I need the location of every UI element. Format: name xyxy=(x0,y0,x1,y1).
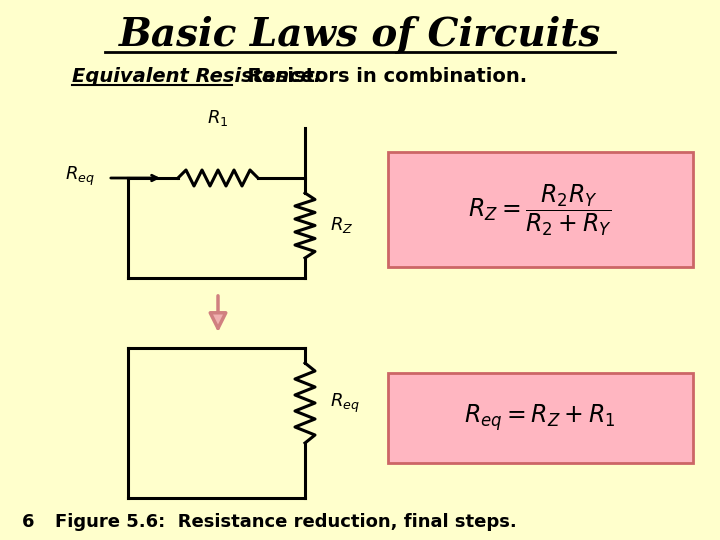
FancyBboxPatch shape xyxy=(388,373,693,463)
Text: $R_{eq}$: $R_{eq}$ xyxy=(66,164,95,187)
Text: Figure 5.6:  Resistance reduction, final steps.: Figure 5.6: Resistance reduction, final … xyxy=(55,513,517,531)
Text: $R_Z$: $R_Z$ xyxy=(330,215,354,235)
Text: $R_{eq} = R_Z + R_1$: $R_{eq} = R_Z + R_1$ xyxy=(464,403,616,433)
Text: $R_{eq}$: $R_{eq}$ xyxy=(330,392,360,415)
Text: Equivalent Resistance:: Equivalent Resistance: xyxy=(72,68,322,86)
Text: $R_1$: $R_1$ xyxy=(207,108,229,128)
Text: Resistors in combination.: Resistors in combination. xyxy=(234,68,527,86)
FancyBboxPatch shape xyxy=(388,152,693,267)
Text: 6: 6 xyxy=(22,513,35,531)
Text: $R_Z = \dfrac{R_2 R_Y}{R_2 + R_Y}$: $R_Z = \dfrac{R_2 R_Y}{R_2 + R_Y}$ xyxy=(468,182,612,238)
Text: Basic Laws of Circuits: Basic Laws of Circuits xyxy=(119,16,601,54)
